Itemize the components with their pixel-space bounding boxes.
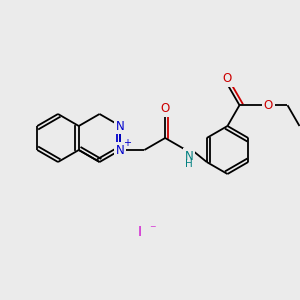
Text: O: O [264,99,273,112]
Text: O: O [223,72,232,85]
Text: N: N [116,143,125,157]
Text: H: H [185,159,193,169]
Text: O: O [160,103,170,116]
Text: N: N [184,149,193,163]
Text: I: I [138,225,142,239]
Text: ⁻: ⁻ [149,224,155,236]
Text: +: + [123,138,131,148]
Text: N: N [116,119,125,133]
